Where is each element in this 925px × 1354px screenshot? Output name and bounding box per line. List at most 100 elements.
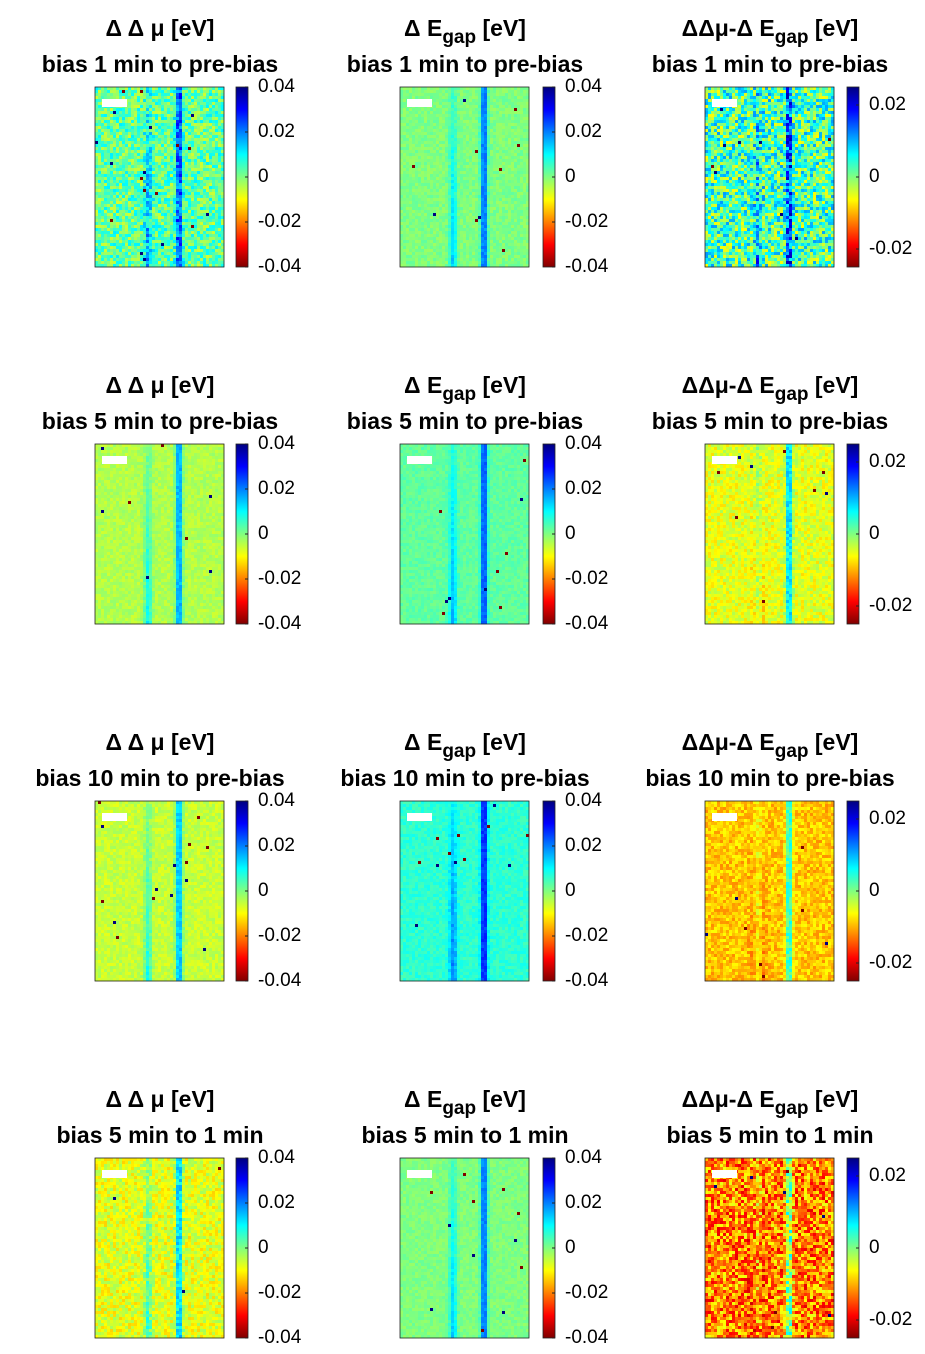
- map-cell: [490, 162, 493, 165]
- map-cell: [164, 240, 167, 243]
- map-cell: [409, 195, 412, 198]
- map-cell: [457, 225, 460, 228]
- map-cell: [508, 117, 511, 120]
- map-cell: [212, 141, 215, 144]
- map-cell: [194, 153, 197, 156]
- map-cell: [140, 165, 143, 168]
- map-cell: [215, 213, 218, 216]
- map-cell: [110, 165, 113, 168]
- map-cell: [460, 219, 463, 222]
- map-cell: [502, 207, 505, 210]
- map-cell: [481, 123, 484, 126]
- map-cell: [218, 90, 221, 93]
- map-cell: [173, 237, 176, 240]
- map-cell: [424, 96, 427, 99]
- map-cell: [98, 216, 101, 219]
- map-cell: [116, 153, 119, 156]
- map-cell: [137, 102, 140, 105]
- map-cell: [463, 111, 466, 114]
- map-cell: [116, 141, 119, 144]
- map-cell: [149, 150, 152, 153]
- map-cell: [137, 183, 140, 186]
- map-cell: [460, 237, 463, 240]
- map-cell: [406, 177, 409, 180]
- map-cell: [466, 231, 469, 234]
- map-cell: [98, 87, 101, 90]
- map-cell: [475, 174, 478, 177]
- map-cell: [412, 174, 415, 177]
- map-cell: [104, 234, 107, 237]
- map-cell: [116, 111, 119, 114]
- map-cell: [472, 216, 475, 219]
- map-cell: [514, 171, 517, 174]
- map-cell: [158, 147, 161, 150]
- map-cell: [502, 117, 505, 120]
- map-cell: [110, 174, 113, 177]
- map-cell: [430, 162, 433, 165]
- map-cell: [496, 162, 499, 165]
- map-cell: [125, 162, 128, 165]
- map-cell: [104, 222, 107, 225]
- map-cell: [101, 210, 104, 213]
- map-cell: [98, 162, 101, 165]
- map-cell: [146, 210, 149, 213]
- map-cell: [137, 156, 140, 159]
- map-cell: [101, 261, 104, 264]
- map-cell: [143, 183, 146, 186]
- map-cell: [427, 111, 430, 114]
- map-cell: [125, 171, 128, 174]
- map-cell: [176, 183, 179, 186]
- map-cell: [95, 237, 98, 240]
- map-cell: [149, 219, 152, 222]
- map-cell: [520, 234, 523, 237]
- map-cell: [197, 93, 200, 96]
- map-cell: [206, 222, 209, 225]
- map-cell: [170, 225, 173, 228]
- map-cell: [113, 114, 116, 117]
- map-cell: [436, 216, 439, 219]
- map-cell: [176, 147, 179, 150]
- map-cell: [134, 159, 137, 162]
- map-cell: [101, 144, 104, 147]
- map-cell: [155, 168, 158, 171]
- map-cell: [448, 204, 451, 207]
- map-cell: [152, 201, 155, 204]
- map-cell: [110, 243, 113, 246]
- map-cell: [466, 237, 469, 240]
- map-cell: [158, 198, 161, 201]
- map-cell: [502, 96, 505, 99]
- map-cell: [167, 144, 170, 147]
- map-cell: [463, 141, 466, 144]
- map-cell: [197, 144, 200, 147]
- map-cell: [104, 198, 107, 201]
- map-cell: [454, 243, 457, 246]
- map-cell: [472, 183, 475, 186]
- map-cell: [502, 90, 505, 93]
- map-cell: [143, 207, 146, 210]
- map-cell: [517, 105, 520, 108]
- map-cell: [194, 162, 197, 165]
- map-cell: [484, 183, 487, 186]
- map-cell: [155, 237, 158, 240]
- map-cell: [212, 135, 215, 138]
- map-cell: [478, 246, 481, 249]
- map-cell: [203, 87, 206, 90]
- map-cell: [179, 159, 182, 162]
- map-cell: [185, 159, 188, 162]
- map-cell: [152, 147, 155, 150]
- map-cell: [179, 186, 182, 189]
- map-cell: [209, 87, 212, 90]
- map-cell: [98, 222, 101, 225]
- map-cell: [445, 201, 448, 204]
- map-cell: [523, 156, 526, 159]
- map-cell: [107, 132, 110, 135]
- map-cell: [478, 141, 481, 144]
- map-cell: [478, 144, 481, 147]
- map-cell: [469, 180, 472, 183]
- map-cell: [146, 159, 149, 162]
- map-cell: [188, 150, 191, 153]
- map-cell: [409, 87, 412, 90]
- map-cell: [514, 105, 517, 108]
- map-cell: [215, 252, 218, 255]
- map-cell: [517, 126, 520, 129]
